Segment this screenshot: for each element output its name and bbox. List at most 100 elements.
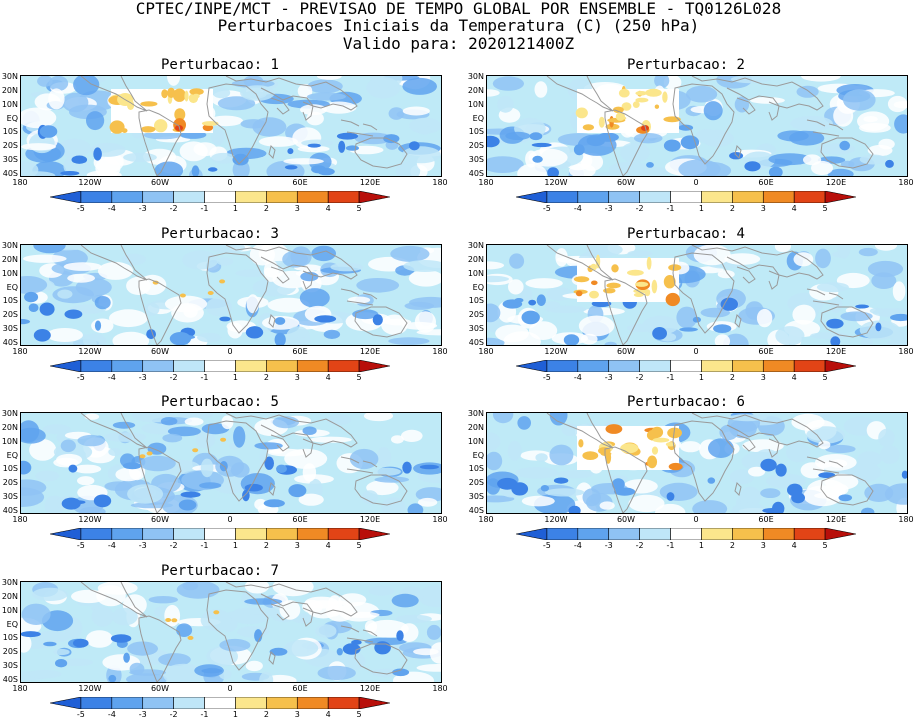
field-blob bbox=[695, 129, 719, 144]
field-core bbox=[713, 324, 732, 333]
field-core bbox=[830, 336, 841, 345]
field-core bbox=[760, 458, 777, 472]
warm-anomaly bbox=[582, 124, 595, 131]
field-blob bbox=[123, 152, 157, 162]
field-blob bbox=[104, 481, 133, 491]
colorbar-label: -3 bbox=[138, 541, 147, 550]
field-core bbox=[402, 461, 412, 474]
colorbar-segment bbox=[204, 528, 236, 540]
colorbar-label: -4 bbox=[107, 373, 116, 382]
field-core bbox=[24, 291, 39, 303]
colorbar-label: 5 bbox=[822, 373, 828, 382]
colorbar-label: -2 bbox=[635, 204, 644, 213]
map-field bbox=[486, 75, 908, 177]
lat-label: 10N bbox=[1, 269, 18, 278]
colorbar-segment bbox=[327, 528, 360, 540]
lat-label: EQ bbox=[472, 283, 484, 292]
coastline bbox=[225, 413, 358, 448]
field-core bbox=[818, 472, 836, 479]
field-core bbox=[511, 482, 529, 496]
colorbar-label: -1 bbox=[200, 541, 209, 550]
lon-label: 60E bbox=[758, 178, 774, 187]
lat-label: 10S bbox=[2, 464, 18, 473]
field-blob bbox=[569, 163, 596, 176]
lat-label: 30N bbox=[1, 409, 18, 418]
perturbation-panel: Perturbacao: 5 30N 20N 10N EQ 10S 20S 30S 40S 180… bbox=[0, 395, 448, 557]
field-core bbox=[547, 167, 559, 176]
perturbation-panel: Perturbacao: 7 30N 20N 10N EQ 10S 20S 30S 40S 180… bbox=[0, 564, 448, 726]
field-blob bbox=[867, 260, 904, 278]
field-blob bbox=[330, 262, 364, 272]
lon-label: 60W bbox=[616, 347, 636, 356]
field-blob bbox=[792, 304, 816, 325]
field-core bbox=[169, 332, 191, 345]
field-core bbox=[276, 464, 287, 473]
field-core bbox=[383, 134, 400, 144]
colorbar bbox=[50, 528, 390, 540]
colorbar bbox=[50, 360, 390, 372]
warm-anomaly bbox=[612, 106, 624, 113]
field-blob bbox=[21, 634, 32, 653]
colorbar-segment bbox=[80, 697, 113, 709]
lat-label: 20S bbox=[468, 310, 484, 319]
field-blob bbox=[127, 484, 164, 504]
field-core bbox=[21, 318, 30, 325]
field-core bbox=[573, 144, 585, 156]
field-blob bbox=[84, 413, 100, 420]
field-blob bbox=[73, 464, 102, 474]
colorbar-segment bbox=[111, 191, 144, 203]
field-core bbox=[901, 470, 907, 479]
colorbar-segment bbox=[235, 360, 267, 372]
field-core bbox=[68, 500, 86, 505]
lon-label: 0 bbox=[227, 684, 233, 693]
colorbar-label: -5 bbox=[76, 710, 85, 719]
field-blob bbox=[195, 430, 216, 449]
field-core bbox=[219, 316, 231, 322]
field-core bbox=[521, 310, 540, 325]
field-blob bbox=[307, 92, 346, 101]
field-blob bbox=[555, 248, 568, 267]
field-core bbox=[646, 162, 654, 168]
colorbar-segment bbox=[235, 191, 267, 203]
field-blob bbox=[403, 260, 441, 272]
colorbar-segment bbox=[50, 191, 82, 203]
colorbar-label: 1 bbox=[698, 541, 704, 550]
field-blob bbox=[395, 161, 421, 176]
lon-label: 0 bbox=[693, 347, 699, 356]
field-core bbox=[568, 505, 581, 513]
colorbar-segment bbox=[793, 191, 826, 203]
field-blob bbox=[182, 250, 219, 270]
colorbar-label: 1 bbox=[698, 373, 704, 382]
field-core bbox=[692, 316, 701, 323]
colorbar-segment bbox=[358, 528, 390, 540]
colorbar-segment bbox=[296, 697, 329, 709]
field-core bbox=[839, 140, 850, 151]
field-blob bbox=[215, 455, 245, 477]
colorbar-segment bbox=[358, 360, 390, 372]
lat-label: 30N bbox=[1, 241, 18, 250]
subtitle: Perturbacoes Iniciais da Temperatura (C)… bbox=[217, 16, 700, 35]
warm-anomaly bbox=[632, 101, 640, 108]
colorbar-segment bbox=[204, 360, 236, 372]
field-core bbox=[614, 487, 636, 496]
field-blob bbox=[221, 415, 234, 430]
field-blob bbox=[160, 417, 178, 426]
colorbar-label: 3 bbox=[760, 373, 766, 382]
colorbar-label: 4 bbox=[325, 204, 331, 213]
lon-label: 180 bbox=[12, 178, 28, 187]
colorbar-segment bbox=[670, 191, 702, 203]
field-blob bbox=[32, 587, 68, 601]
field-blob bbox=[824, 473, 859, 490]
field-blob bbox=[676, 306, 698, 329]
lon-label: 120E bbox=[359, 347, 381, 356]
lon-label: 60W bbox=[150, 178, 170, 187]
colorbar-segment bbox=[50, 528, 82, 540]
warm-anomaly bbox=[192, 448, 199, 453]
map-field bbox=[486, 244, 908, 346]
lat-label: 10N bbox=[1, 437, 18, 446]
field-blob bbox=[126, 673, 168, 682]
coastline bbox=[354, 137, 408, 169]
coastline bbox=[604, 109, 648, 176]
field-blob bbox=[200, 458, 214, 478]
field-blob bbox=[33, 245, 66, 254]
